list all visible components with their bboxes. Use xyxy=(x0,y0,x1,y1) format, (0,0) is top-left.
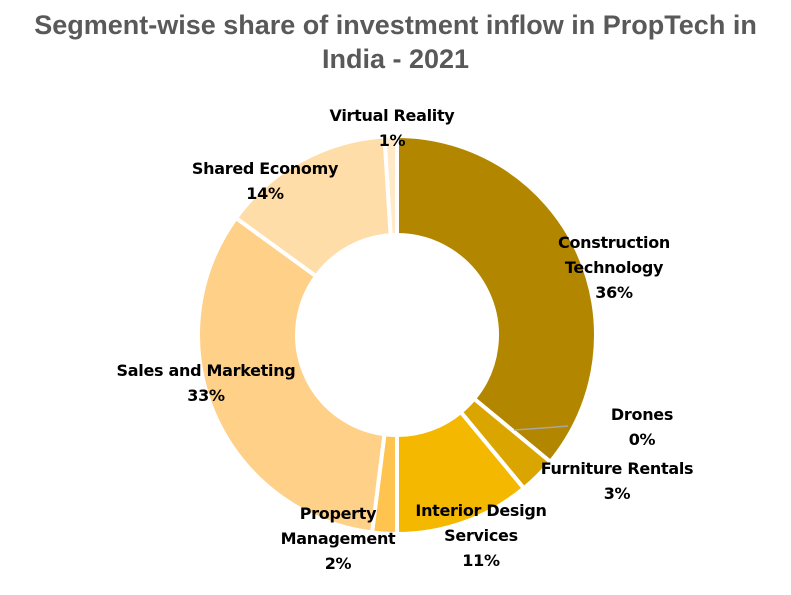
label-value: 36% xyxy=(595,283,633,302)
label-name-line: Property xyxy=(299,504,377,523)
data-label-sales-and-marketing: Sales and Marketing 33% xyxy=(117,358,296,408)
label-value: 0% xyxy=(628,430,656,449)
drones-leader-line xyxy=(513,425,569,431)
label-name-line: Management xyxy=(280,529,396,548)
label-value: 11% xyxy=(462,551,500,570)
label-name-line: Construction xyxy=(558,233,670,252)
slice-virtual-reality xyxy=(382,133,399,238)
chart-title: Segment-wise share of investment inflow … xyxy=(34,10,757,74)
label-name-line: Shared Economy xyxy=(191,159,339,178)
data-label-furniture-rentals: Furniture Rentals 3% xyxy=(541,456,694,506)
label-name-line: Sales and Marketing xyxy=(116,361,296,380)
label-value: 2% xyxy=(324,554,352,573)
label-value: 33% xyxy=(187,386,225,405)
data-label-drones: Drones 0% xyxy=(611,402,673,452)
data-label-virtual-reality: Virtual Reality 1% xyxy=(330,103,455,153)
label-name-line: Furniture Rentals xyxy=(540,459,694,478)
data-label-construction-technology: Construction Technology 36% xyxy=(558,230,670,305)
data-label-property-management: Property Management 2% xyxy=(281,501,396,576)
label-value: 1% xyxy=(378,131,406,150)
label-name-line: Services xyxy=(444,526,518,545)
label-name-line: Interior Design xyxy=(415,501,547,520)
data-label-shared-economy: Shared Economy 14% xyxy=(192,156,338,206)
label-value: 3% xyxy=(603,484,631,503)
data-label-interior-design-services: Interior Design Services 11% xyxy=(415,498,546,573)
label-value: 14% xyxy=(246,184,284,203)
slice-sales-and-marketing xyxy=(196,215,387,535)
label-name-line: Virtual Reality xyxy=(329,106,455,125)
slice-construction-technology xyxy=(395,133,598,465)
label-name-line: Technology xyxy=(564,258,664,277)
label-name-line: Drones xyxy=(610,405,674,424)
